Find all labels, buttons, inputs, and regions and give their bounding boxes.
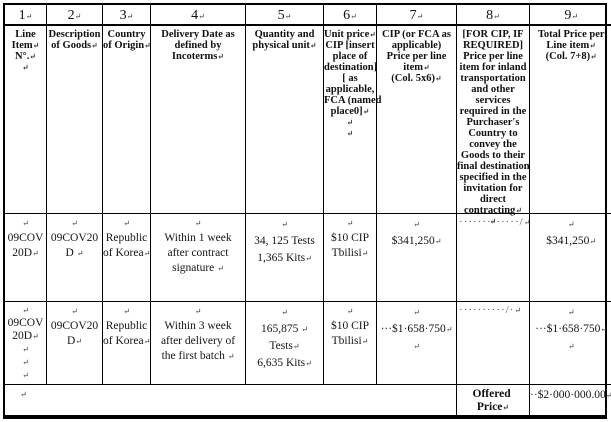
column-number-1: 1↵ [5,5,47,26]
column-number-6: 6↵ [324,5,377,26]
price-schedule-table: 1↵ 2↵ 3↵ 4↵ 5↵ 6↵ 7↵ 8↵ 9↵ Line Item↵ N°… [3,3,611,419]
row1-line-item: ↵ 09COV 20D↵ [5,214,47,302]
column-number-7: 7↵ [377,5,457,26]
row1-country: ↵ Republic of Korea↵ [103,214,151,302]
header-country-of-origin: Country of Origin↵ [103,26,151,214]
row2-cip-price: ↵ ···$1·658·750↵ ↵ [377,302,457,385]
row1-quantity: ↵ 34, 125 Tests 1,365 Kits↵ [246,214,324,302]
header-description-of-goods: Description of Goods↵ [47,26,103,214]
row2-total-price: ↵ ···$1·658·750↵ ↵ [530,302,611,385]
column-number-3: 3↵ [103,5,151,26]
row1-total-price: ↵ $341,250↵ [530,214,611,302]
offered-price-label: Offered Price↵ [457,385,530,415]
row1-delivery: ↵ Within 1 week after contract signature… [151,214,246,302]
row1-inland-price: ·············/↵ [457,214,530,302]
header-delivery-date: Delivery Date as defined by Incoterms↵ [151,26,246,214]
header-quantity: Quantity and physical unit↵ [246,26,324,214]
row2-country: ↵ Republic of Korea↵ [103,302,151,385]
row2-description: ↵ 09COV20 D↵ [47,302,103,385]
row2-unit-price: ↵ $10 CIP Tbilisi↵ [324,302,377,385]
header-line-item: Line Item↵ N°.↵ ↵ [5,26,47,214]
header-cip-price-per-line-item: CIP (or FCA as applicable) Price per lin… [377,26,457,214]
header-inland-transportation-price: [FOR CIP, IF REQUIRED] Price per line it… [457,26,530,226]
footer-empty-cell: ↵ [5,385,457,415]
row2-inland-price: ··········/·↵ [457,302,530,385]
column-number-8: 8↵ [457,5,530,26]
row2-quantity: ↵ 165,875 ↵ Tests↵ 6,635 Kits↵ [246,302,324,385]
row1-description: ↵ 09COV20 D ↵ [47,214,103,302]
row2-delivery: ↵ Within 3 week after delivery of the fi… [151,302,246,385]
column-number-9: 9↵ [530,5,611,26]
column-number-5: 5↵ [246,5,324,26]
row1-unit-price: ↵ $10 CIP Tbilisi↵ [324,214,377,302]
row2-line-item: ↵ 09COV 20D↵ ↵ ↵ ↵ [5,302,47,385]
column-number-2: 2↵ [47,5,103,26]
header-unit-price: Unit price↵ CIP [insert place of destina… [324,26,381,214]
row1-cip-price: ↵ $341,250↵ [377,214,457,302]
header-total-price: Total Price per Line item↵ (Col. 7+8)↵ [530,26,611,214]
offered-price-total: ··$2·000·000.00↵ [530,389,611,401]
column-number-4: 4↵ [151,5,246,26]
